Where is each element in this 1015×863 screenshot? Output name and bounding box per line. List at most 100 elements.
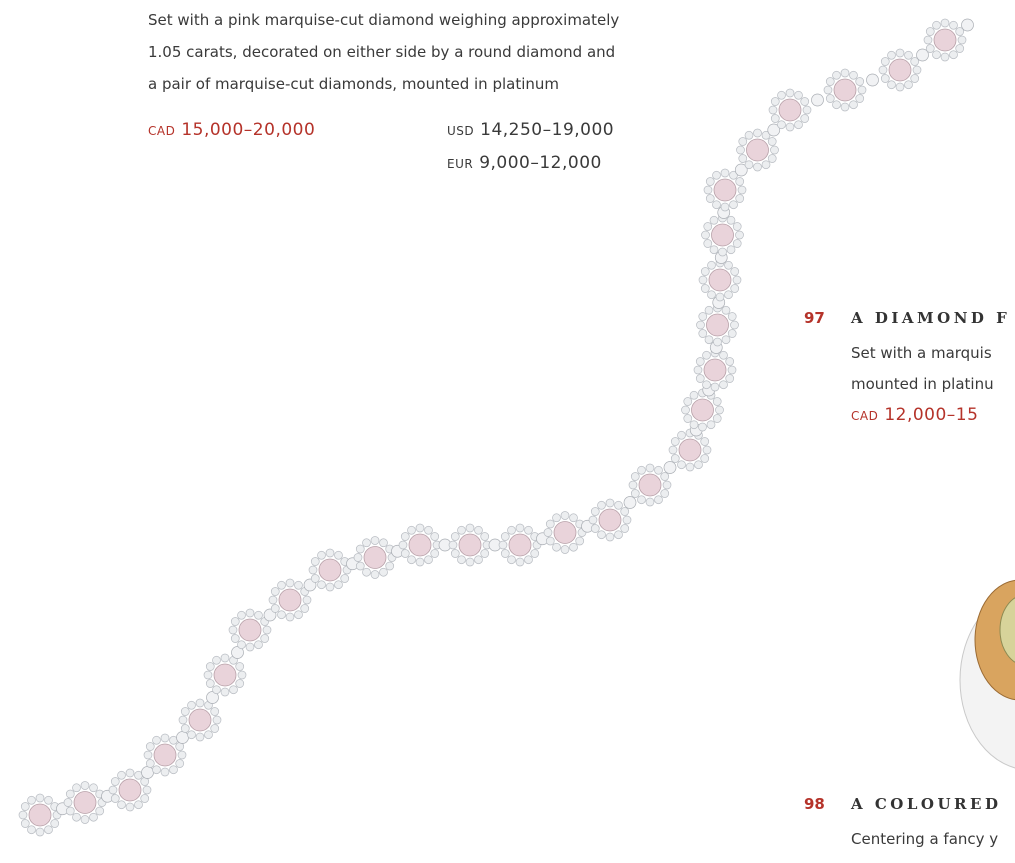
jewel-detail — [833, 71, 841, 79]
jewel-detail — [731, 268, 739, 276]
jewel-detail — [669, 446, 677, 454]
jewel-detail — [380, 539, 388, 547]
jewel-detail — [826, 78, 834, 86]
jewel-detail — [153, 766, 161, 774]
jewel-detail — [170, 766, 178, 774]
jewel-detail — [188, 731, 196, 739]
jewel-detail — [716, 293, 724, 301]
jewel-detail — [801, 115, 809, 123]
jewel-detail — [834, 79, 856, 101]
jewel-detail — [739, 138, 747, 146]
jewel-detail — [236, 680, 244, 688]
jewel-detail — [745, 131, 753, 139]
jewel-detail — [779, 99, 801, 121]
jewel-detail — [905, 81, 913, 89]
jewel-detail — [36, 794, 44, 802]
jewel-detail — [466, 558, 474, 566]
jewel-detail — [458, 526, 466, 534]
jewel-detail — [425, 556, 433, 564]
jewel-detail — [236, 663, 244, 671]
jewel-detail — [678, 461, 686, 469]
jewel-detail — [736, 231, 744, 239]
jewel-detail — [624, 497, 636, 509]
jewel-detail — [663, 481, 671, 489]
jewel-detail — [941, 19, 949, 27]
jewel-detail — [126, 769, 134, 777]
jewel-detail — [695, 461, 703, 469]
jewel-detail — [704, 223, 712, 231]
jewel-detail — [508, 556, 516, 564]
jewel-detail — [713, 171, 721, 179]
jewel-detail — [889, 59, 911, 81]
jewel-detail — [646, 464, 654, 472]
jewel-detail — [786, 123, 794, 131]
jewel-detail — [408, 526, 416, 534]
jewel-detail — [141, 795, 149, 803]
jewel-detail — [553, 543, 561, 551]
jewel-detail — [671, 455, 679, 463]
jewel-detail — [962, 19, 974, 31]
jewel-detail — [238, 611, 246, 619]
jewel-detail — [778, 121, 786, 129]
jewel-detail — [196, 733, 204, 741]
jewel-detail — [501, 550, 509, 558]
jewel-detail — [570, 514, 578, 522]
jewel-detail — [161, 768, 169, 776]
jewel-detail — [704, 359, 726, 381]
jewel-detail — [371, 571, 379, 579]
jewel-detail — [655, 466, 663, 474]
jewel-detail — [730, 201, 738, 209]
jewel-detail — [726, 375, 734, 383]
jewel-detail — [311, 558, 319, 566]
jewel-detail — [598, 531, 606, 539]
jewel-detail — [725, 261, 733, 269]
jewel-detail — [950, 21, 958, 29]
jewel-detail — [401, 550, 409, 558]
jewel-detail — [701, 438, 709, 446]
jewel-detail — [941, 53, 949, 61]
jewel-detail — [720, 351, 728, 359]
jewel-detail — [178, 751, 186, 759]
jewel-detail — [725, 291, 733, 299]
amount: 9,000–12,000 — [479, 153, 602, 173]
catalogue-page: Set with a pink marquise-cut diamond wei… — [0, 0, 1015, 863]
jewel-detail — [553, 514, 561, 522]
jewel-detail — [318, 581, 326, 589]
jewel-detail — [213, 686, 221, 694]
jewel-detail — [629, 481, 637, 489]
jewel-detail — [771, 98, 779, 106]
jewel-detail — [733, 223, 741, 231]
jewel-detail — [678, 431, 686, 439]
jewel-detail — [733, 276, 741, 284]
jewel-detail — [221, 654, 229, 662]
jewel-detail — [714, 338, 722, 346]
jewel-detail — [881, 58, 889, 66]
jewel-detail — [74, 792, 96, 814]
jewel-detail — [278, 611, 286, 619]
jewel-detail — [118, 771, 126, 779]
jewel-detail — [516, 524, 524, 532]
jewel-detail — [544, 529, 552, 537]
jewel-detail — [686, 463, 694, 471]
jewel-detail — [309, 566, 317, 574]
jewel-detail — [728, 330, 736, 338]
jewel-detail — [109, 786, 117, 794]
jewel-detail — [239, 619, 261, 641]
jewel-detail — [801, 98, 809, 106]
jewel-detail — [81, 816, 89, 824]
jewel-detail — [475, 556, 483, 564]
jewel-detail — [661, 490, 669, 498]
jewel-detail — [699, 423, 707, 431]
jewel-detail — [96, 807, 104, 815]
jewel-detail — [727, 216, 735, 224]
jewel-detail — [153, 736, 161, 744]
jewel-detail — [924, 36, 932, 44]
jewel-detail — [196, 699, 204, 707]
jewel-detail — [561, 512, 569, 520]
jewel-detail — [126, 803, 134, 811]
lot-number: 97 — [804, 308, 825, 328]
jewel-detail — [858, 86, 866, 94]
jewel-detail — [144, 751, 152, 759]
jewel-detail — [213, 656, 221, 664]
jewel-detail — [888, 81, 896, 89]
